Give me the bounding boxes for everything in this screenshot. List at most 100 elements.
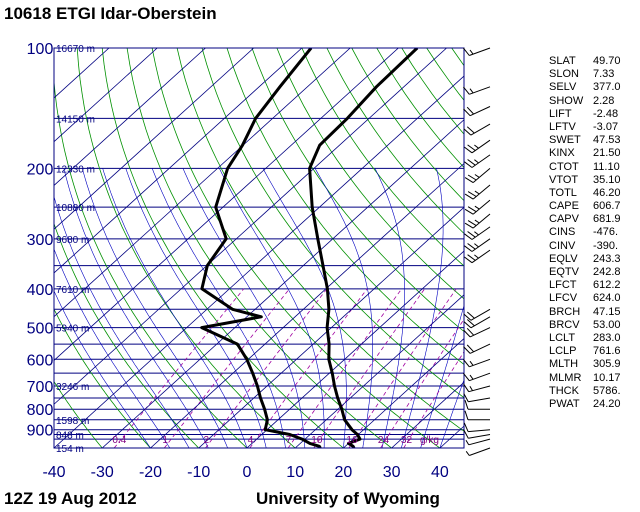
- mixing-ratio-line: [348, 288, 457, 448]
- index-name: MLMR: [549, 371, 582, 384]
- wind-barb-flag: [466, 344, 475, 353]
- index-value: 47.53: [593, 134, 621, 147]
- moist-adiabat-line: [54, 248, 171, 448]
- index-value: 46.20: [593, 186, 621, 199]
- wind-barb-shaft: [471, 226, 491, 240]
- height-label: 7610 m: [56, 285, 89, 296]
- height-labels: 16670 m 14150 m 12330 m 10880 m 9680 m 7610 m…: [56, 44, 95, 455]
- dry-adiabat-line: [54, 76, 248, 448]
- index-value: 612.2: [593, 279, 621, 292]
- height-label: 12330 m: [56, 164, 95, 175]
- wind-barb-shaft: [468, 434, 491, 439]
- pressure-axis: 100 200 300 400 500 600 700 800 900: [27, 41, 54, 440]
- dry-adiabat-line: [201, 48, 464, 399]
- isotherm-line: [343, 338, 464, 448]
- wind-barb-flag: [467, 254, 476, 261]
- pressure-tick-label: 400: [27, 282, 54, 299]
- wind-barb-half-flag: [474, 159, 479, 164]
- mixing-ratio-label: 4: [248, 435, 254, 446]
- index-value: 24.20: [593, 397, 621, 410]
- isotherm-line: [294, 294, 464, 448]
- index-name: SELV: [549, 81, 577, 94]
- wind-barb-shaft: [469, 106, 491, 117]
- wind-barb-flag: [467, 159, 476, 166]
- wind-barb-flag: [463, 108, 471, 117]
- index-name: LFTV: [549, 120, 576, 133]
- mixing-ratio-label: 2: [204, 435, 210, 446]
- mixing-ratio-label: 32: [401, 435, 413, 446]
- wind-barb-half-flag: [474, 254, 479, 259]
- plot-frame: [53, 47, 465, 449]
- wind-barb-half-flag: [469, 374, 474, 380]
- index-value: -2.48: [593, 107, 619, 120]
- mixing-ratio-labels: 0.4 1 2 4 7 10 16 24 32 g/kg: [112, 435, 439, 446]
- wind-barb-flag: [464, 410, 469, 420]
- wind-barb-half-flag: [474, 231, 479, 236]
- index-value: 243.3: [593, 252, 621, 265]
- mixing-ratio-line: [403, 351, 464, 448]
- pressure-tick-label: 100: [27, 41, 54, 58]
- wind-barb: [463, 327, 491, 338]
- mixing-ratio-label: 24: [378, 435, 390, 446]
- moist-adiabat-line: [54, 195, 190, 448]
- index-name: CTOT: [549, 160, 579, 173]
- data-source: University of Wyoming: [256, 489, 440, 508]
- dry-adiabat-line: [301, 48, 464, 267]
- moist-adiabat-line: [439, 378, 464, 448]
- wind-barb: [464, 139, 491, 154]
- index-name: PWAT: [549, 397, 580, 410]
- dry-adiabat-line: [276, 48, 464, 300]
- index-value: 2.28: [593, 94, 615, 107]
- index-name: LCLT: [549, 331, 576, 344]
- wind-barb-flag: [463, 359, 470, 368]
- wind-barb-flag: [463, 393, 469, 403]
- index-name: LFCT: [549, 279, 577, 292]
- station-title: 10618 ETGI Idar-Oberstein: [4, 4, 217, 23]
- dry-adiabat-line: [151, 48, 441, 448]
- height-label: 3246 m: [56, 382, 89, 393]
- index-name: LFCV: [549, 292, 578, 305]
- wind-barb-shaft: [468, 397, 491, 403]
- wind-barb-flag: [464, 245, 473, 252]
- wind-barb: [464, 213, 491, 229]
- wind-barb-shaft: [468, 429, 491, 433]
- moist-adiabats: [54, 168, 464, 448]
- mixing-ratio-lines: [113, 288, 464, 448]
- wind-barb-half-flag: [474, 144, 479, 149]
- wind-barb-flag: [464, 233, 473, 240]
- dewpoint-profile-line: [200, 48, 322, 448]
- index-name: CINV: [549, 239, 576, 252]
- wind-barb-flag: [463, 383, 470, 392]
- temperature-tick-label: -40: [42, 464, 65, 481]
- temperature-tick-label: 10: [286, 464, 304, 481]
- isotherm-line: [54, 48, 206, 186]
- index-name: LIFT: [549, 107, 572, 120]
- wind-barb-shaft: [469, 86, 491, 95]
- wind-barb: [464, 154, 491, 168]
- temperature-profile-line: [308, 48, 419, 448]
- pressure-tick-label: 500: [27, 321, 54, 338]
- temperature-tick-label: 30: [383, 464, 401, 481]
- wind-barb-flag: [467, 231, 476, 238]
- index-name: SHOW: [549, 94, 584, 107]
- index-value: 242.8: [593, 266, 621, 278]
- wind-barb-shaft: [469, 447, 491, 456]
- wind-barb-flag: [464, 161, 473, 168]
- wind-barb-half-flag: [474, 219, 480, 224]
- moist-adiabat-line: [219, 168, 325, 448]
- index-value: 305.9: [593, 358, 621, 371]
- pressure-tick-label: 900: [27, 423, 54, 440]
- mixing-ratio-line: [313, 288, 426, 448]
- moist-adiabat-line: [182, 168, 306, 448]
- wind-barb-half-flag: [465, 451, 470, 456]
- dry-adiabat-line: [226, 48, 464, 366]
- wind-barb-shaft: [471, 238, 491, 252]
- height-label: 9680 m: [56, 235, 89, 246]
- index-name: LCLP: [549, 345, 577, 358]
- isotherm-line: [198, 206, 464, 448]
- wind-barb: [464, 238, 491, 252]
- wind-barb: [463, 106, 491, 117]
- wind-barb: [463, 343, 491, 354]
- dry-adiabat-line: [76, 48, 296, 448]
- index-value: 21.50: [593, 147, 621, 160]
